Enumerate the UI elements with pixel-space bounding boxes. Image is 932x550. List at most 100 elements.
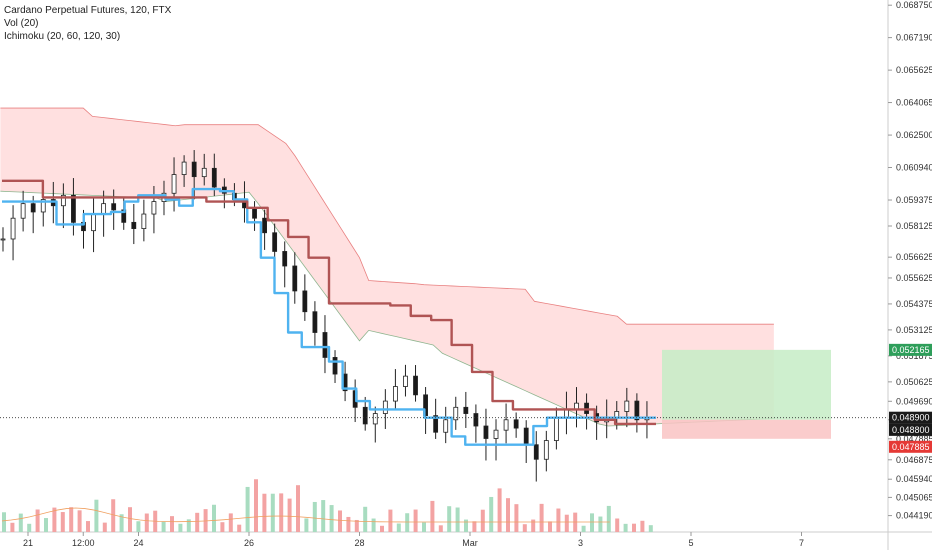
volume-bar: [35, 509, 40, 532]
x-tick-label: 3: [578, 538, 583, 548]
candle-up: [181, 161, 187, 175]
volume-bar: [279, 493, 284, 532]
candle-down: [332, 357, 338, 375]
position-target-zone: [662, 349, 831, 420]
ichimoku-conversion-line: [2, 187, 656, 446]
candle-up: [553, 417, 559, 441]
candle-down: [292, 265, 298, 292]
candle-up: [0, 238, 6, 241]
ichimoku-base-line: [2, 179, 656, 426]
volume-bar: [237, 524, 242, 532]
volume-bar: [245, 486, 250, 532]
candle-up: [101, 203, 107, 215]
volume-bar: [648, 525, 653, 532]
volume-bar: [598, 516, 603, 532]
candle-down: [463, 406, 469, 414]
volume-bar: [354, 519, 359, 532]
candle-down: [282, 251, 288, 267]
x-tick-label: 21: [23, 538, 33, 548]
volume-bar: [590, 513, 594, 532]
volume-bar: [44, 518, 48, 532]
volume-bar: [111, 499, 116, 532]
candle-up: [624, 400, 630, 412]
volume-bar: [623, 523, 628, 532]
last-price-tag-bg: [889, 411, 932, 424]
y-tick-label: 0.067190: [896, 33, 932, 43]
volume-bar: [338, 510, 342, 532]
y-tick-label: 0.053125: [896, 325, 932, 335]
candle-up: [382, 400, 388, 414]
y-tick-label: 0.045065: [896, 492, 932, 502]
legend-ichimoku[interactable]: Ichimoku (20, 60, 120, 30): [4, 31, 121, 42]
volume-bar: [346, 516, 351, 532]
volume-bar: [581, 525, 586, 532]
chart-legend: Cardano Perpetual Futures, 120, FTX Vol …: [4, 4, 171, 43]
y-tick-label: 0.054375: [896, 299, 932, 309]
entry-price-tag-bg: [889, 423, 932, 436]
x-tick-label: 24: [133, 538, 143, 548]
candle-down: [131, 221, 137, 229]
volume-bar: [363, 506, 368, 532]
volume-bar: [136, 521, 141, 532]
volume-bar: [455, 507, 460, 532]
volume-bar: [606, 505, 611, 532]
volume-bar: [413, 509, 418, 532]
volume-bar: [161, 521, 166, 532]
volume-bar: [86, 521, 90, 532]
candle-up: [151, 201, 157, 215]
candle-down: [312, 311, 318, 333]
candle-up: [91, 213, 96, 232]
candle-down: [302, 290, 308, 313]
candle-down: [252, 207, 257, 219]
volume-bar: [564, 514, 569, 532]
legend-symbol[interactable]: Cardano Perpetual Futures, 120, FTX: [4, 5, 172, 16]
candle-up: [20, 203, 26, 219]
legend-volume[interactable]: Vol (20): [4, 18, 39, 29]
candle-up: [141, 213, 147, 229]
volume-bar: [18, 513, 23, 532]
volume-bar: [254, 479, 258, 532]
candle-up: [453, 406, 459, 421]
volume-bar: [27, 523, 32, 532]
candle-down: [634, 400, 640, 421]
y-tick-label: 0.064065: [896, 98, 932, 108]
candle-up: [40, 199, 46, 213]
volume-bar: [321, 500, 326, 532]
candle-down: [362, 406, 368, 425]
volume-bar: [497, 488, 502, 532]
volume-bar: [329, 505, 334, 532]
candle-down: [322, 332, 328, 358]
volume-bar: [69, 507, 74, 532]
volume-bar: [262, 493, 267, 532]
candle-down: [423, 394, 428, 417]
candle-down: [473, 413, 479, 427]
candle-down: [30, 203, 36, 213]
volume-bar: [548, 521, 552, 532]
candle-up: [201, 167, 207, 178]
volume-bar: [77, 510, 82, 532]
ichimoku-cloud: [0, 108, 774, 427]
x-tick-label: 26: [244, 538, 254, 548]
volume-bar: [396, 523, 401, 532]
entry-price-tag: 0.048800: [892, 425, 930, 435]
volume-bar: [60, 512, 65, 532]
stop-price-tag-bg: [889, 440, 932, 453]
volume-bar: [438, 525, 443, 532]
candle-up: [403, 375, 408, 387]
volume-bar: [531, 519, 536, 532]
candle-down: [71, 194, 76, 223]
stop-price-tag: 0.047885: [892, 442, 930, 452]
volume-bar: [52, 507, 57, 532]
candle-up: [493, 429, 499, 439]
volume-bar: [472, 521, 477, 532]
y-tick-label: 0.059375: [896, 195, 932, 205]
y-tick-label: 0.068750: [896, 0, 932, 10]
volume-bar: [10, 522, 15, 532]
candle-up: [10, 217, 16, 240]
y-tick-label: 0.065625: [896, 65, 932, 75]
candle-down: [272, 232, 278, 252]
volume-bar: [212, 504, 216, 532]
candle-down: [513, 419, 519, 429]
volume-bar: [447, 506, 452, 532]
